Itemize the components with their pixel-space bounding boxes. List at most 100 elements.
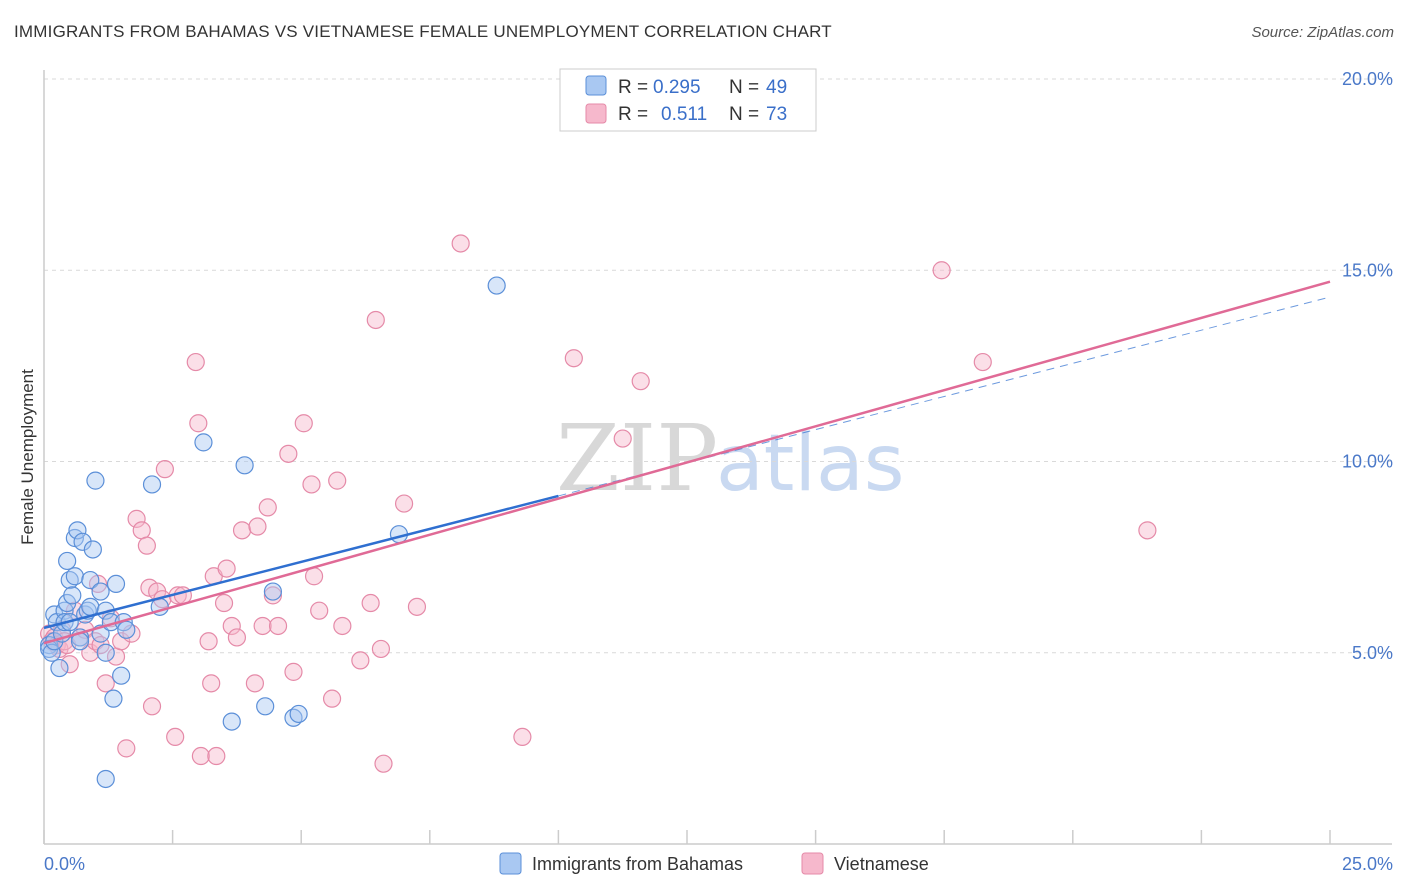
legend-n-value-vietnamese: 73	[766, 104, 787, 125]
point-bahamas	[68, 521, 87, 540]
point-vietnamese	[142, 697, 162, 716]
legend-swatch-vietnamese	[585, 103, 607, 124]
y-tick-label: 10.0%	[1342, 452, 1393, 472]
point-bahamas	[263, 582, 283, 601]
point-vietnamese	[248, 517, 267, 536]
point-bahamas	[86, 471, 105, 490]
point-vietnamese	[328, 471, 347, 490]
legend-n-label-vietnamese: N =	[729, 104, 759, 125]
y-axis-title: Female Unemployment	[18, 369, 37, 545]
bottom-legend-swatch-bahamas	[499, 852, 522, 875]
point-vietnamese	[371, 639, 391, 659]
legend-r-label-bahamas: R =	[618, 77, 648, 98]
series-bahamas	[40, 276, 506, 789]
point-bahamas	[73, 532, 92, 551]
point-vietnamese	[513, 727, 532, 747]
legend: R = 0.295 N = 49 R = 0.511 N = 73	[559, 68, 817, 132]
point-vietnamese	[304, 567, 324, 586]
point-bahamas	[106, 574, 126, 594]
point-vietnamese	[258, 498, 277, 517]
chart-title: IMMIGRANTS FROM BAHAMAS VS VIETNAMESE FE…	[14, 22, 832, 41]
legend-n-value-bahamas: 49	[766, 77, 787, 98]
bottom-legend-label-bahamas: Immigrants from Bahamas	[532, 854, 743, 874]
point-bahamas	[194, 433, 213, 452]
point-vietnamese	[217, 559, 236, 578]
point-vietnamese	[96, 674, 115, 693]
point-bahamas	[91, 582, 110, 601]
legend-r-value-bahamas: 0.295	[653, 77, 701, 98]
gridlines	[44, 78, 1392, 654]
point-vietnamese	[613, 429, 632, 448]
point-bahamas	[81, 597, 100, 616]
point-vietnamese	[973, 352, 992, 372]
x-tick-label-max: 25.0%	[1342, 854, 1393, 874]
x-tick-label-min: 0.0%	[44, 854, 85, 874]
point-vietnamese	[227, 628, 246, 647]
legend-r-label-vietnamese: R =	[618, 104, 648, 125]
point-vietnamese	[253, 616, 272, 636]
point-bahamas	[63, 586, 82, 605]
point-bahamas	[289, 704, 308, 724]
point-bahamas	[487, 276, 506, 295]
watermark-atlas: atlas	[716, 419, 905, 509]
point-bahamas	[96, 643, 115, 662]
point-vietnamese	[186, 352, 205, 372]
bottom-legend: Immigrants from Bahamas Vietnamese	[499, 852, 929, 875]
point-vietnamese	[137, 536, 156, 555]
point-vietnamese	[631, 372, 650, 391]
point-vietnamese	[407, 597, 427, 616]
x-axis-ticks	[43, 830, 1331, 844]
point-vietnamese	[451, 234, 470, 253]
point-vietnamese	[361, 593, 380, 613]
point-vietnamese	[214, 593, 234, 613]
point-vietnamese	[222, 616, 241, 636]
point-vietnamese	[932, 261, 951, 280]
point-vietnamese	[268, 616, 288, 636]
y-tick-label: 20.0%	[1342, 69, 1393, 89]
point-bahamas	[256, 697, 275, 716]
point-bahamas	[96, 769, 115, 789]
point-vietnamese	[294, 414, 313, 433]
point-bahamas	[117, 620, 136, 639]
point-bahamas	[222, 712, 241, 731]
y-tick-label: 5.0%	[1352, 643, 1393, 663]
point-vietnamese	[279, 444, 298, 463]
point-vietnamese	[191, 746, 210, 766]
point-vietnamese	[199, 632, 218, 651]
bottom-legend-swatch-vietnamese	[801, 852, 824, 875]
point-vietnamese	[155, 460, 174, 479]
point-vietnamese	[333, 616, 352, 636]
legend-n-label-bahamas: N =	[729, 77, 759, 98]
point-vietnamese	[1138, 521, 1157, 540]
point-bahamas	[142, 475, 162, 494]
point-vietnamese	[232, 521, 252, 540]
y-axis-tick-labels: 5.0% 10.0% 15.0% 20.0%	[1342, 69, 1393, 663]
series-vietnamese	[40, 234, 1157, 773]
point-vietnamese	[207, 746, 226, 766]
point-vietnamese	[81, 643, 100, 662]
point-bahamas	[50, 658, 69, 678]
point-bahamas	[83, 540, 102, 559]
point-vietnamese	[394, 494, 414, 513]
point-bahamas	[81, 570, 100, 590]
point-bahamas	[112, 666, 131, 685]
point-vietnamese	[117, 739, 136, 758]
point-bahamas	[104, 689, 123, 708]
point-vietnamese	[127, 509, 146, 528]
legend-r-value-vietnamese: 0.511	[661, 104, 707, 125]
point-bahamas	[42, 643, 61, 662]
point-vietnamese	[112, 632, 131, 651]
source-label: Source: ZipAtlas.com	[1251, 24, 1394, 41]
point-vietnamese	[245, 674, 265, 693]
point-vietnamese	[564, 349, 583, 368]
point-bahamas	[65, 567, 84, 586]
point-bahamas	[235, 456, 254, 475]
point-vietnamese	[366, 310, 385, 330]
point-bahamas	[58, 551, 77, 571]
trend-lines	[43, 280, 1331, 645]
trend-line-bahamas	[43, 494, 559, 630]
point-vietnamese	[322, 689, 342, 708]
point-vietnamese	[302, 475, 321, 494]
point-vietnamese	[60, 655, 79, 674]
